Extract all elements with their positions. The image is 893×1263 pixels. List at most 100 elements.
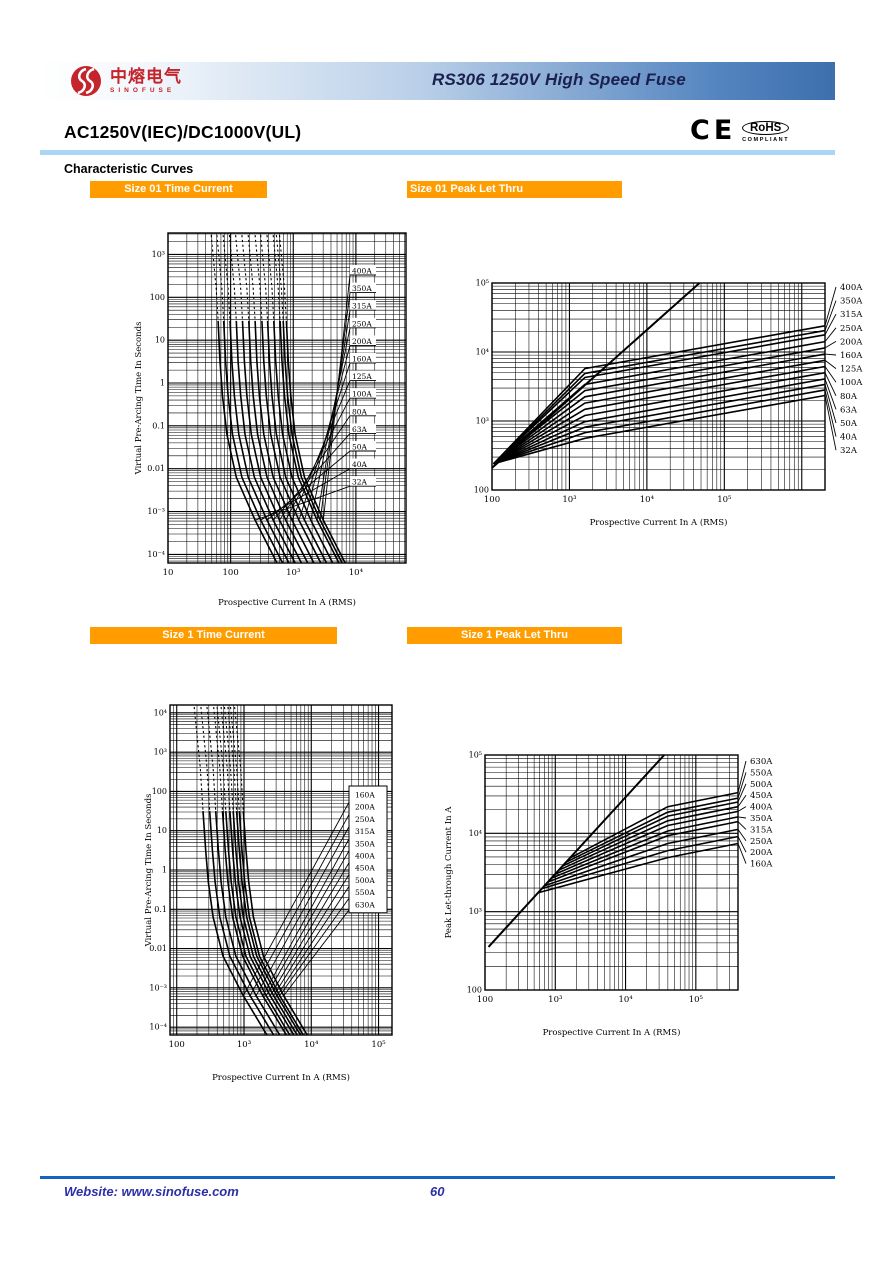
svg-text:10⁴: 10⁴ — [640, 495, 655, 505]
svg-text:125A: 125A — [352, 372, 372, 381]
sinofuse-logo-icon — [71, 66, 101, 96]
svg-text:10⁻³: 10⁻³ — [149, 983, 167, 992]
svg-text:10⁴: 10⁴ — [618, 995, 633, 1005]
svg-text:10⁴: 10⁴ — [304, 1040, 319, 1050]
svg-text:10⁵: 10⁵ — [476, 279, 489, 288]
document-title: RS306 1250V High Speed Fuse — [432, 70, 686, 89]
svg-text:63A: 63A — [840, 405, 858, 415]
svg-text:Virtual Pre-Arcing Time In Sec: Virtual Pre-Arcing Time In Seconds — [144, 794, 154, 948]
svg-text:Virtual Pre-Arcing Time In Sec: Virtual Pre-Arcing Time In Seconds — [134, 322, 144, 476]
svg-text:0.01: 0.01 — [147, 464, 165, 473]
ce-mark: CE — [690, 115, 737, 146]
svg-text:10³: 10³ — [237, 1040, 251, 1050]
svg-text:400A: 400A — [352, 267, 372, 276]
svg-text:250A: 250A — [355, 815, 375, 824]
svg-text:160A: 160A — [355, 791, 375, 800]
svg-text:500A: 500A — [355, 876, 375, 885]
svg-text:100: 100 — [477, 995, 493, 1005]
svg-text:Peak Let-through Current In A: Peak Let-through Current In A — [444, 806, 454, 939]
svg-text:10³: 10³ — [562, 495, 576, 505]
svg-text:315A: 315A — [355, 827, 375, 836]
svg-text:400A: 400A — [840, 283, 863, 293]
svg-text:40A: 40A — [840, 433, 858, 443]
svg-text:32A: 32A — [840, 446, 858, 456]
svg-text:0.1: 0.1 — [152, 421, 165, 430]
svg-text:200A: 200A — [352, 337, 372, 346]
brand-logo: 中熔电气 SINOFUSE — [68, 62, 182, 100]
svg-text:100: 100 — [223, 568, 239, 578]
svg-text:100: 100 — [152, 787, 167, 796]
rohs-oval-label: RoHS — [742, 121, 790, 135]
svg-text:400A: 400A — [355, 852, 375, 861]
svg-text:Prospective Current In A (RMS): Prospective Current In A (RMS) — [543, 1027, 681, 1038]
footer-page-number: 60 — [430, 1184, 445, 1199]
svg-text:200A: 200A — [750, 848, 773, 858]
svg-text:50A: 50A — [352, 443, 368, 452]
svg-text:10³: 10³ — [154, 748, 167, 757]
svg-text:10: 10 — [155, 336, 165, 345]
chart-size01-time-current: 400A 350A 315A 250A 200A 160A 125A 100A 80A 63A 50… — [130, 225, 420, 620]
svg-text:Prospective Current In A (RMS): Prospective Current In A (RMS) — [218, 597, 356, 608]
svg-text:10⁵: 10⁵ — [371, 1040, 386, 1050]
svg-text:630A: 630A — [355, 900, 375, 909]
svg-text:80A: 80A — [840, 392, 858, 402]
brand-name-english: SINOFUSE — [110, 86, 176, 94]
svg-text:160A: 160A — [352, 355, 372, 364]
chart-title-size01-peak-let-thru: Size 01 Peak Let Thru — [407, 181, 622, 198]
svg-text:350A: 350A — [750, 814, 773, 824]
svg-text:550A: 550A — [750, 768, 773, 778]
svg-text:350A: 350A — [355, 839, 375, 848]
rohs-mark: RoHS COMPLIANT — [742, 118, 790, 143]
svg-text:Prospective Current In A (RMS): Prospective Current In A (RMS) — [212, 1072, 350, 1083]
svg-text:10⁴: 10⁴ — [154, 708, 167, 717]
chart-title-size01-time-current: Size 01 Time Current — [90, 181, 267, 198]
svg-text:10⁴: 10⁴ — [469, 829, 482, 838]
svg-text:10⁻⁴: 10⁻⁴ — [147, 550, 165, 559]
svg-text:40A: 40A — [352, 460, 368, 469]
brand-name-chinese: 中熔电气 — [110, 67, 182, 87]
footer-divider — [40, 1176, 835, 1179]
svg-text:160A: 160A — [750, 860, 773, 870]
svg-text:100A: 100A — [352, 390, 372, 399]
svg-text:10⁴: 10⁴ — [349, 568, 364, 578]
footer-website: Website: www.sinofuse.com — [64, 1184, 239, 1199]
svg-text:100: 100 — [169, 1040, 185, 1050]
svg-text:10⁴: 10⁴ — [476, 348, 489, 357]
svg-text:500A: 500A — [750, 780, 773, 790]
header-band: RS306 1250V High Speed Fuse — [40, 62, 835, 100]
svg-text:315A: 315A — [840, 310, 863, 320]
chart-size01-peak-let-thru: 400A 350A 315A 250A 200A 160A 125A 100A 80A 63A 50… — [460, 275, 880, 540]
svg-text:10³: 10³ — [476, 417, 489, 426]
chart-size1-peak-let-thru: 630A 550A 500A 450A 400A 350A 315A 250A 200A 160A… — [440, 745, 880, 1050]
svg-text:10: 10 — [157, 826, 167, 835]
svg-text:200A: 200A — [355, 803, 375, 812]
svg-text:550A: 550A — [355, 888, 375, 897]
svg-text:10³: 10³ — [152, 250, 165, 259]
svg-text:1: 1 — [160, 379, 165, 388]
svg-text:160A: 160A — [840, 351, 863, 361]
svg-text:350A: 350A — [352, 284, 372, 293]
section-title: Characteristic Curves — [64, 162, 194, 176]
voltage-rating-heading: AC1250V(IEC)/DC1000V(UL) — [64, 122, 302, 142]
svg-text:630A: 630A — [750, 757, 773, 767]
svg-text:100: 100 — [467, 986, 482, 995]
svg-text:200A: 200A — [840, 337, 863, 347]
chart-size1-time-current: 160A 200A 250A 315A 350A 400A 450A 500A 550A 630A… — [140, 700, 440, 1095]
svg-text:100: 100 — [150, 293, 165, 302]
svg-text:63A: 63A — [352, 425, 368, 434]
svg-text:350A: 350A — [840, 297, 863, 307]
svg-text:100: 100 — [484, 495, 500, 505]
svg-text:0.01: 0.01 — [149, 944, 167, 953]
svg-text:100A: 100A — [840, 378, 863, 388]
chart-title-size1-peak-let-thru: Size 1 Peak Let Thru — [407, 627, 622, 644]
svg-text:400A: 400A — [750, 803, 773, 813]
chart-title-size1-time-current: Size 1 Time Current — [90, 627, 337, 644]
svg-text:10: 10 — [163, 568, 174, 578]
svg-text:315A: 315A — [352, 302, 372, 311]
svg-text:32A: 32A — [352, 478, 368, 487]
svg-text:Prospective Current In A (RMS): Prospective Current In A (RMS) — [590, 517, 728, 528]
svg-text:10⁵: 10⁵ — [469, 751, 482, 760]
rohs-compliant-label: COMPLIANT — [742, 137, 790, 143]
svg-text:10³: 10³ — [286, 568, 300, 578]
